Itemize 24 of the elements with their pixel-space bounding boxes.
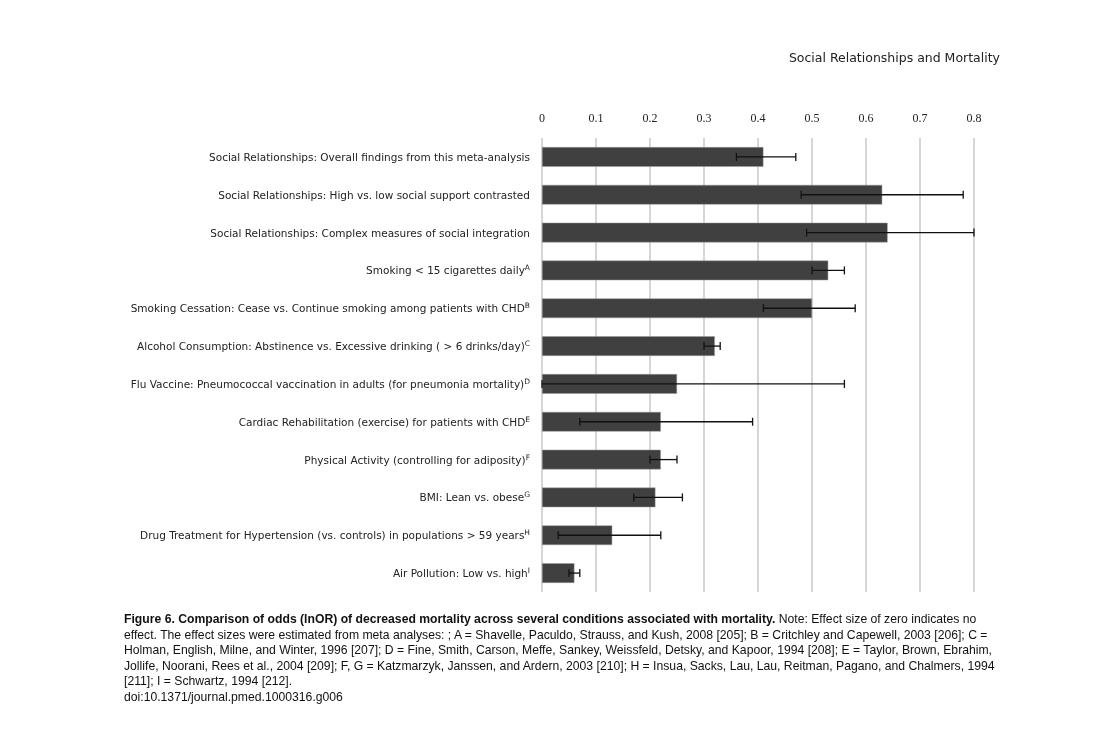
y-tick-label: Physical Activity (controlling for adiposity)$^{F}$ bbox=[304, 451, 530, 468]
y-tick-label: Smoking < 15 cigarettes daily$^{A}$ bbox=[366, 262, 530, 279]
x-tick-label: 0.2 bbox=[642, 111, 658, 125]
x-tick-label: 0.5 bbox=[804, 111, 820, 125]
x-tick-label: 0.7 bbox=[912, 111, 928, 125]
y-tick-label: Alcohol Consumption: Abstinence vs. Excessive drinking ( > 6 drinks/day)$^{C}$ bbox=[137, 338, 530, 355]
text: Figure 6. Comparison of odds (lnOR) of decreased mortality across several conditions associated with mortality. bbox=[124, 612, 776, 626]
y-tick-label: Drug Treatment for Hypertension (vs. controls) in populations > 59 years$^{H}$ bbox=[140, 527, 530, 544]
y-tick-label: Social Relationships: Complex measures of social integration bbox=[210, 225, 530, 241]
x-tick-label: 0.4 bbox=[750, 111, 766, 125]
x-tick-label: 0.8 bbox=[966, 111, 982, 125]
x-tick-label: 0.1 bbox=[588, 111, 604, 125]
x-tick-label: 0.3 bbox=[696, 111, 712, 125]
y-tick-label: Social Relationships: Overall findings from this meta-analysis bbox=[209, 149, 530, 165]
text: doi:10.1371/journal.pmed.1000316.g006 bbox=[124, 689, 343, 704]
y-tick-label: Cardiac Rehabilitation (exercise) for patients with CHD$^{E}$ bbox=[238, 413, 530, 430]
y-tick-label: BMI: Lean vs. obese$^{G}$ bbox=[419, 489, 530, 506]
text: Social Relationships and Mortality bbox=[788, 50, 1000, 65]
x-tick-label: 0.6 bbox=[858, 111, 874, 125]
x-tick-label: 0 bbox=[539, 111, 545, 125]
y-tick-label: Flu Vaccine: Pneumococcal vaccination in adults (for pneumonia mortality)$^{D}$ bbox=[130, 375, 530, 392]
y-tick-label: Social Relationships: High vs. low social support contrasted bbox=[218, 187, 530, 203]
y-tick-label: Smoking Cessation: Cease vs. Continue smoking among patients with CHD$^{B}$ bbox=[130, 300, 530, 317]
y-tick-label: Air Pollution: Low vs. high$^{I}$ bbox=[392, 565, 530, 582]
